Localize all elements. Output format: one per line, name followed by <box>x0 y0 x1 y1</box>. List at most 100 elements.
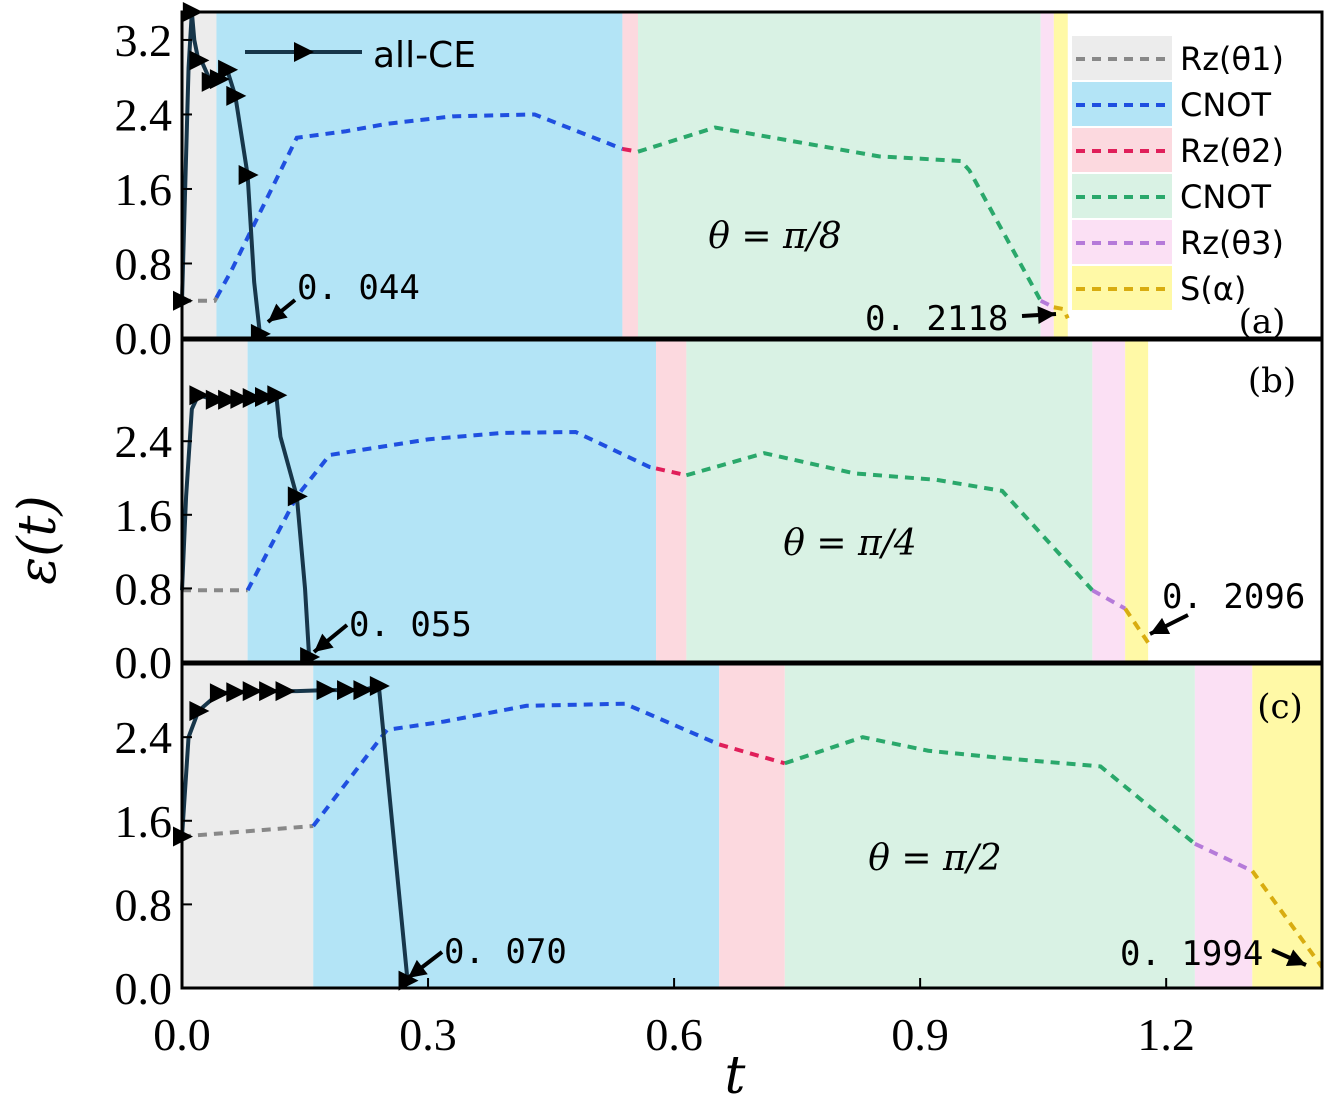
allce-marker <box>242 387 263 408</box>
allce-marker <box>189 701 210 722</box>
panel-2: 0.0 0.8 1.6 2.4 0. 070 0. 1994 (c) θ = π/2 <box>115 662 1324 1014</box>
allce-marker <box>209 683 230 704</box>
allce-marker <box>287 486 308 507</box>
gate-curve-1 <box>245 429 657 592</box>
gate-curve-5 <box>1053 305 1070 320</box>
gate-region-1 <box>247 340 657 662</box>
x-tick-label: 0.9 <box>891 1009 949 1060</box>
allce-marker <box>337 680 358 701</box>
x-tick-label: 0.6 <box>645 1009 703 1060</box>
y-tick-label: 1.6 <box>115 164 173 215</box>
panel-frame <box>180 662 1324 990</box>
gate-region-5 <box>1252 664 1322 988</box>
gate-region-2 <box>656 340 687 662</box>
legend: Rz(θ1) CNOT Rz(θ2) CNOT Rz(θ3) S(α) <box>1072 36 1284 310</box>
end-arrow-head <box>1285 949 1306 966</box>
allce-marker <box>226 85 247 106</box>
gate-curve-5 <box>1250 869 1324 969</box>
allce-marker <box>189 385 210 406</box>
gate-region-5 <box>1125 340 1149 662</box>
y-tick-label: 1.6 <box>115 490 173 541</box>
gate-curve-3 <box>784 735 1197 846</box>
y-tick-label: 1.6 <box>115 796 173 847</box>
legend-label: S(α) <box>1180 270 1246 308</box>
allce-marker <box>218 389 239 410</box>
allce-marker <box>275 681 296 702</box>
panel-1: 0.0 0.8 1.6 2.4 0. 055 0. 2096 (b) θ = π/4 <box>115 338 1324 688</box>
y-tick-label: 2.4 <box>115 712 173 763</box>
allce-marker <box>218 59 239 80</box>
gate-region-5 <box>1053 12 1068 338</box>
y-tick-label: 0.0 <box>115 963 173 1014</box>
allce-marker <box>255 387 276 408</box>
allce-marker <box>353 680 374 701</box>
legend-label: Rz(θ2) <box>1180 132 1284 170</box>
legend-label: CNOT <box>1180 86 1271 124</box>
x-axis-title: t <box>725 1046 746 1106</box>
y-tick-label: 0.0 <box>115 313 173 364</box>
allce-marker <box>242 681 263 702</box>
gate-region-2 <box>719 664 785 988</box>
gate-curve-2 <box>622 146 639 154</box>
y-tick-label: 3.2 <box>115 15 173 66</box>
gate-curve-4 <box>1039 298 1055 310</box>
end-arrow-head <box>1037 306 1056 325</box>
min-value-label: 0. 055 <box>349 605 472 645</box>
gate-curve-3 <box>685 451 1094 592</box>
legend-swatch-bg <box>1072 128 1172 172</box>
gate-region-4 <box>1092 340 1126 662</box>
min-value-label: 0. 070 <box>444 932 567 972</box>
min-arrow-head <box>268 303 288 322</box>
end-arrow-head <box>1150 617 1171 634</box>
allce-marker <box>209 69 230 90</box>
min-arrow-head <box>314 633 334 652</box>
panel-tag: (b) <box>1248 361 1296 401</box>
x-tick-label: 0.3 <box>399 1009 457 1060</box>
gate-curve-4 <box>1194 841 1254 873</box>
legend-swatch-bg <box>1072 266 1172 310</box>
panel-frame <box>180 10 1324 340</box>
gate-region-0 <box>182 664 314 988</box>
allce-marker <box>189 50 210 71</box>
allce-legend-label: all-CE <box>373 35 476 76</box>
x-tick-label: 0.0 <box>153 1009 211 1060</box>
legend-label: Rz(θ3) <box>1180 224 1284 262</box>
gate-region-3 <box>784 664 1195 988</box>
panel-tag: (c) <box>1257 687 1303 727</box>
theta-label: θ = π/2 <box>868 838 1001 879</box>
allce-legend: all-CE <box>245 35 476 76</box>
y-tick-label: 2.4 <box>115 89 173 140</box>
x-tick-label: 1.2 <box>1137 1009 1195 1060</box>
y-tick-label: 2.4 <box>115 416 173 467</box>
allce-marker <box>226 682 247 703</box>
legend-swatch-bg <box>1072 82 1172 126</box>
theta-label: θ = π/8 <box>708 216 841 257</box>
allce-marker <box>259 681 280 702</box>
y-tick-label: 0.8 <box>115 238 173 289</box>
gate-region-4 <box>1194 664 1253 988</box>
gate-curve-2 <box>655 466 687 478</box>
gate-curve-1 <box>311 701 720 828</box>
gate-curve-0 <box>181 824 314 839</box>
panel-tag: (a) <box>1239 302 1286 342</box>
end-value-label: 0. 1994 <box>1120 934 1263 974</box>
gate-curve-1 <box>214 112 624 299</box>
allce-marker <box>398 970 419 991</box>
gate-region-2 <box>622 12 638 338</box>
gate-region-3 <box>638 12 1041 338</box>
y-axis-title: ε(t) <box>8 495 68 584</box>
y-tick-label: 0.8 <box>115 879 173 930</box>
gate-curve-2 <box>718 742 786 766</box>
allce-marker <box>238 165 259 185</box>
legend-label: CNOT <box>1180 178 1271 216</box>
gate-curve-5 <box>1123 607 1150 644</box>
allce-legend-marker <box>294 42 314 62</box>
gate-region-1 <box>216 12 623 338</box>
min-value-label: 0. 044 <box>297 268 420 308</box>
end-value-label: 0. 2118 <box>865 299 1008 339</box>
gate-curve-0 <box>182 296 219 303</box>
gate-region-4 <box>1040 12 1054 338</box>
theta-label: θ = π/4 <box>783 523 916 564</box>
panel-0: 0.0 0.8 1.6 2.4 3.2 0. 044 0. 2118 (a) θ = π/8 <box>115 2 1324 364</box>
